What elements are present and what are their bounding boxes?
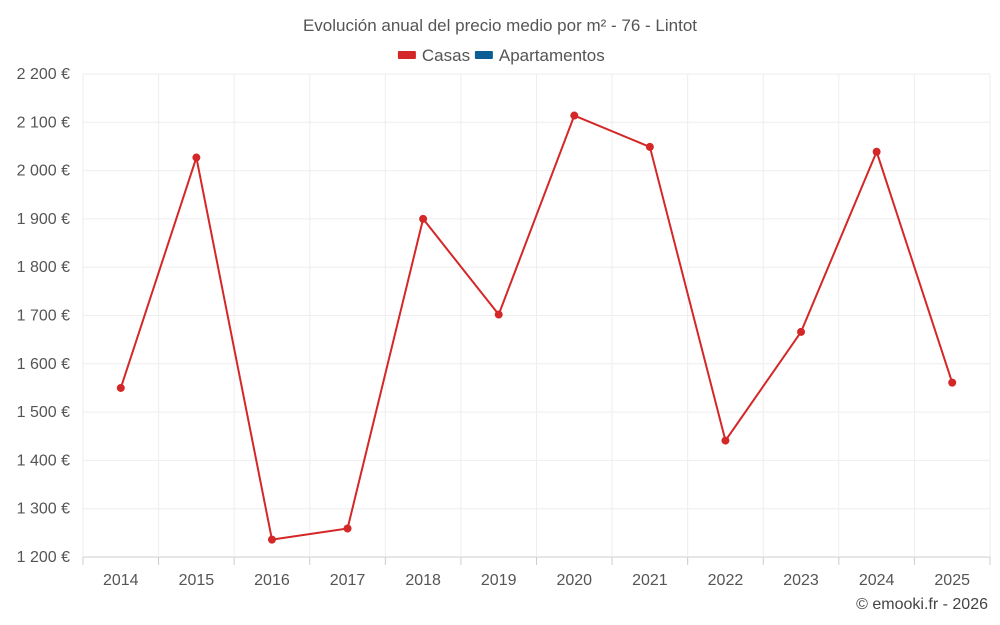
x-tick-label: 2021 bbox=[632, 572, 668, 589]
x-tick-label: 2018 bbox=[405, 572, 441, 589]
data-point[interactable] bbox=[721, 436, 730, 445]
y-tick-label: 1 800 € bbox=[17, 259, 70, 276]
data-point[interactable] bbox=[797, 327, 806, 336]
x-tick-label: 2017 bbox=[330, 572, 366, 589]
x-tick-label: 2025 bbox=[934, 572, 970, 589]
legend-label[interactable]: Apartamentos bbox=[499, 46, 605, 65]
data-point[interactable] bbox=[872, 147, 881, 156]
legend-label[interactable]: Casas bbox=[422, 46, 470, 65]
y-tick-label: 1 400 € bbox=[17, 452, 70, 469]
x-tick-label: 2022 bbox=[708, 572, 744, 589]
y-tick-label: 1 700 € bbox=[17, 308, 70, 325]
y-tick-label: 1 500 € bbox=[17, 404, 70, 421]
chart-legend: Casas Apartamentos bbox=[397, 46, 605, 65]
x-tick-label: 2016 bbox=[254, 572, 290, 589]
series-lines bbox=[116, 111, 957, 544]
data-point[interactable] bbox=[116, 383, 125, 392]
x-tick-label: 2015 bbox=[179, 572, 215, 589]
data-point[interactable] bbox=[645, 142, 654, 151]
data-point[interactable] bbox=[267, 535, 276, 544]
y-tick-label: 2 000 € bbox=[17, 163, 70, 180]
data-point[interactable] bbox=[494, 310, 503, 319]
data-point[interactable] bbox=[343, 524, 352, 533]
data-point[interactable] bbox=[570, 111, 579, 120]
y-axis-ticks: 1 200 € 1 300 € 1 400 € 1 500 € 1 600 € 1 700… bbox=[17, 66, 70, 566]
data-point[interactable] bbox=[948, 378, 957, 387]
legend-swatch[interactable] bbox=[397, 51, 416, 59]
credit-text: © emooki.fr - 2026 bbox=[856, 596, 988, 613]
grid-lines bbox=[82, 73, 991, 565]
y-tick-label: 2 100 € bbox=[17, 114, 70, 131]
y-tick-label: 1 300 € bbox=[17, 501, 70, 518]
chart-title: Evolución anual del precio medio por m² … bbox=[303, 16, 697, 35]
x-tick-label: 2020 bbox=[556, 572, 592, 589]
x-tick-label: 2014 bbox=[103, 572, 139, 589]
y-tick-label: 2 200 € bbox=[17, 66, 70, 83]
y-tick-label: 1 600 € bbox=[17, 356, 70, 373]
series-line bbox=[119, 114, 954, 541]
x-axis-ticks: 2014 2015 2016 2017 2018 2019 2020 2021 2022 2023… bbox=[103, 572, 970, 589]
y-tick-label: 1 200 € bbox=[17, 549, 70, 566]
data-point[interactable] bbox=[192, 153, 201, 162]
x-tick-label: 2024 bbox=[859, 572, 895, 589]
x-tick-label: 2019 bbox=[481, 572, 517, 589]
legend-swatch[interactable] bbox=[474, 51, 493, 59]
data-point[interactable] bbox=[419, 214, 428, 223]
x-tick-label: 2023 bbox=[783, 572, 819, 589]
y-tick-label: 1 900 € bbox=[17, 211, 70, 228]
